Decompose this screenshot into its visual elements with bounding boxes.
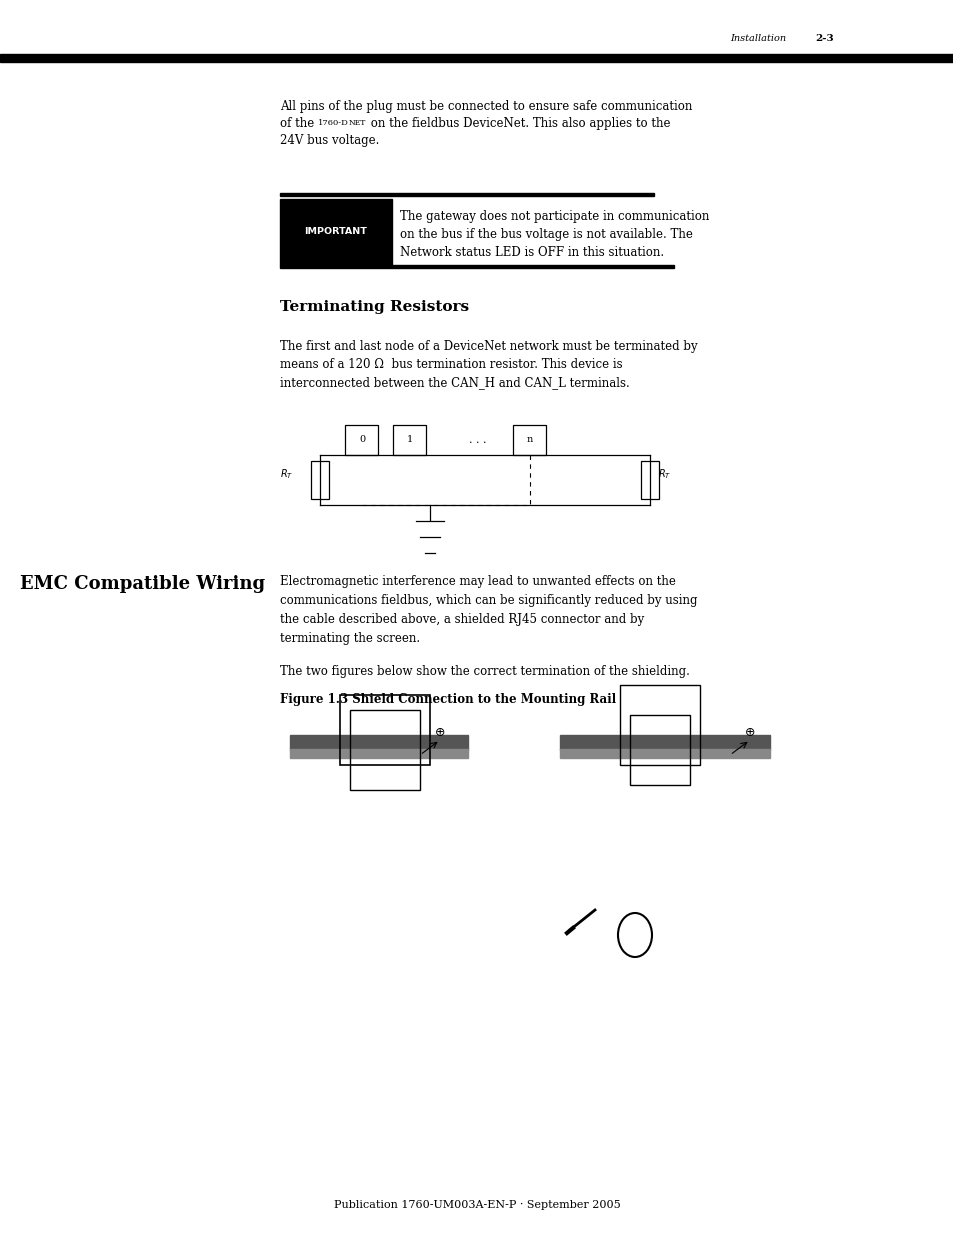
Text: The first and last node of a DeviceNet network must be terminated by: The first and last node of a DeviceNet n… [280,340,697,353]
Bar [280,266,673,268]
Text: 1760-D: 1760-D [317,119,349,127]
Text: 0: 0 [358,436,365,445]
Text: Terminating Resistors: Terminating Resistors [280,300,469,314]
Bar [629,715,689,785]
Bar [619,685,700,764]
Text: Installation: Installation [729,35,785,43]
Text: EMC Compatible Wiring: EMC Compatible Wiring [20,576,265,593]
Bar [280,193,654,196]
Text: on the fieldbus DeviceNet. This also applies to the: on the fieldbus DeviceNet. This also app… [367,117,670,130]
Bar [393,425,426,454]
Bar [350,710,419,790]
Text: . . .: . . . [469,435,486,445]
Text: ⊕: ⊕ [744,726,755,740]
Text: of the: of the [280,117,317,130]
Text: terminating the screen.: terminating the screen. [280,632,419,645]
Text: ⊕: ⊕ [435,726,445,740]
Bar [640,462,658,499]
Text: Network status LED is OFF in this situation.: Network status LED is OFF in this situat… [399,246,663,259]
Bar [345,425,378,454]
Text: n: n [526,436,533,445]
Text: The gateway does not participate in communication: The gateway does not participate in comm… [399,210,709,224]
Text: interconnected between the CAN_H and CAN_L terminals.: interconnected between the CAN_H and CAN… [280,375,629,389]
Text: the cable described above, a shielded RJ45 connector and by: the cable described above, a shielded RJ… [280,613,643,626]
Text: $R_T$: $R_T$ [279,467,293,480]
Text: All pins of the plug must be connected to ensure safe communication: All pins of the plug must be connected t… [280,100,692,112]
Text: 24V bus voltage.: 24V bus voltage. [280,135,379,147]
Text: Figure 1.3 Shield Connection to the Mounting Rail: Figure 1.3 Shield Connection to the Moun… [280,693,616,706]
Bar [290,748,468,758]
Bar [280,199,392,266]
Text: 1: 1 [406,436,413,445]
Text: IMPORTANT: IMPORTANT [304,227,367,236]
Text: Publication 1760-UM003A-EN-P · September 2005: Publication 1760-UM003A-EN-P · September… [334,1200,619,1210]
Text: The two figures below show the correct termination of the shielding.: The two figures below show the correct t… [280,664,689,678]
Text: communications fieldbus, which can be significantly reduced by using: communications fieldbus, which can be si… [280,594,697,606]
Bar [290,735,468,750]
Bar [559,735,769,750]
Text: Electromagnetic interference may lead to unwanted effects on the: Electromagnetic interference may lead to… [280,576,675,588]
Bar [559,748,769,758]
Text: $R_T$: $R_T$ [657,467,670,480]
Bar [339,695,430,764]
Bar [311,462,328,499]
Text: on the bus if the bus voltage is not available. The: on the bus if the bus voltage is not ava… [399,228,692,241]
Text: means of a 120 Ω  bus termination resistor. This device is: means of a 120 Ω bus termination resisto… [280,358,622,370]
Bar [513,425,546,454]
Text: NET: NET [349,119,366,127]
Bar [0,54,953,62]
Text: 2-3: 2-3 [814,35,833,43]
